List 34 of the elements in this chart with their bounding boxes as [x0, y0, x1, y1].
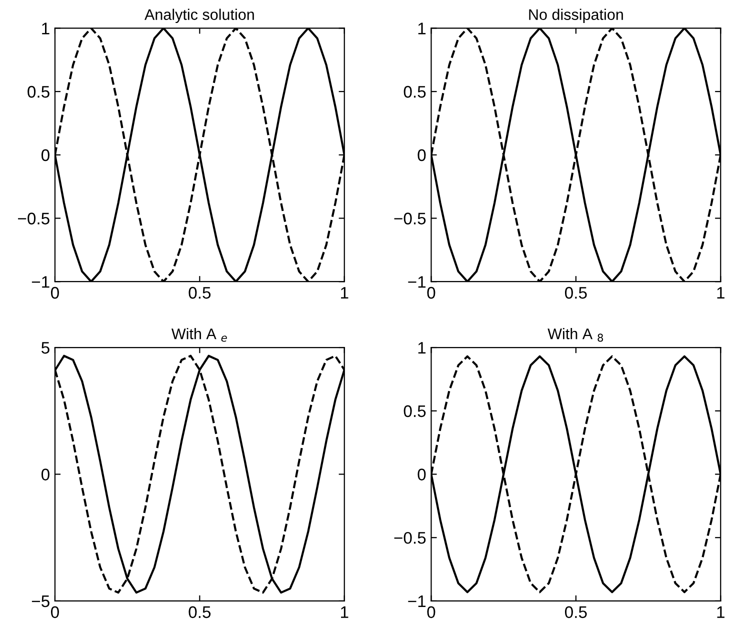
y-tick-label: −0.5: [18, 212, 50, 224]
chart-title: Analytic solution: [144, 8, 254, 24]
x-tick-label: 1: [717, 287, 724, 299]
y-tick-label: −1: [32, 276, 50, 288]
y-tick-label: 0.5: [404, 86, 426, 98]
y-tick-label: 0: [41, 149, 50, 162]
x-tick-label: 0: [50, 286, 59, 299]
x-tick-label: 0.5: [188, 606, 211, 618]
x-tick-label: 0: [427, 606, 436, 618]
y-tick-label: 5: [42, 342, 50, 354]
y-tick-label: −0.5: [394, 532, 426, 544]
y-tick-label: 0: [418, 149, 426, 162]
chart-title: With A $_{e}$: [171, 328, 227, 342]
x-tick-label: 0.5: [564, 606, 587, 618]
y-tick-label: 0.5: [404, 405, 426, 418]
x-tick-label: 0.5: [564, 286, 587, 299]
y-tick-label: 0: [418, 468, 426, 480]
x-tick-label: 0.5: [188, 286, 211, 299]
y-tick-label: −0.5: [394, 212, 426, 224]
x-tick-label: 0: [50, 606, 59, 618]
y-tick-label: 1: [42, 22, 50, 34]
y-tick-label: 1: [418, 342, 426, 354]
y-tick-label: −5: [32, 596, 50, 608]
y-tick-label: −1: [408, 596, 426, 607]
x-tick-label: 1: [341, 287, 348, 299]
x-tick-label: 1: [717, 606, 724, 618]
chart-title: No dissipation: [529, 8, 623, 24]
chart-title: With A $_{8}$: [548, 328, 604, 342]
y-tick-label: 0.5: [28, 86, 50, 98]
y-tick-label: 0: [41, 468, 50, 480]
y-tick-label: 1: [418, 22, 426, 34]
x-tick-label: 0: [427, 286, 436, 299]
x-tick-label: 1: [341, 606, 348, 618]
y-tick-label: −1: [408, 276, 426, 288]
